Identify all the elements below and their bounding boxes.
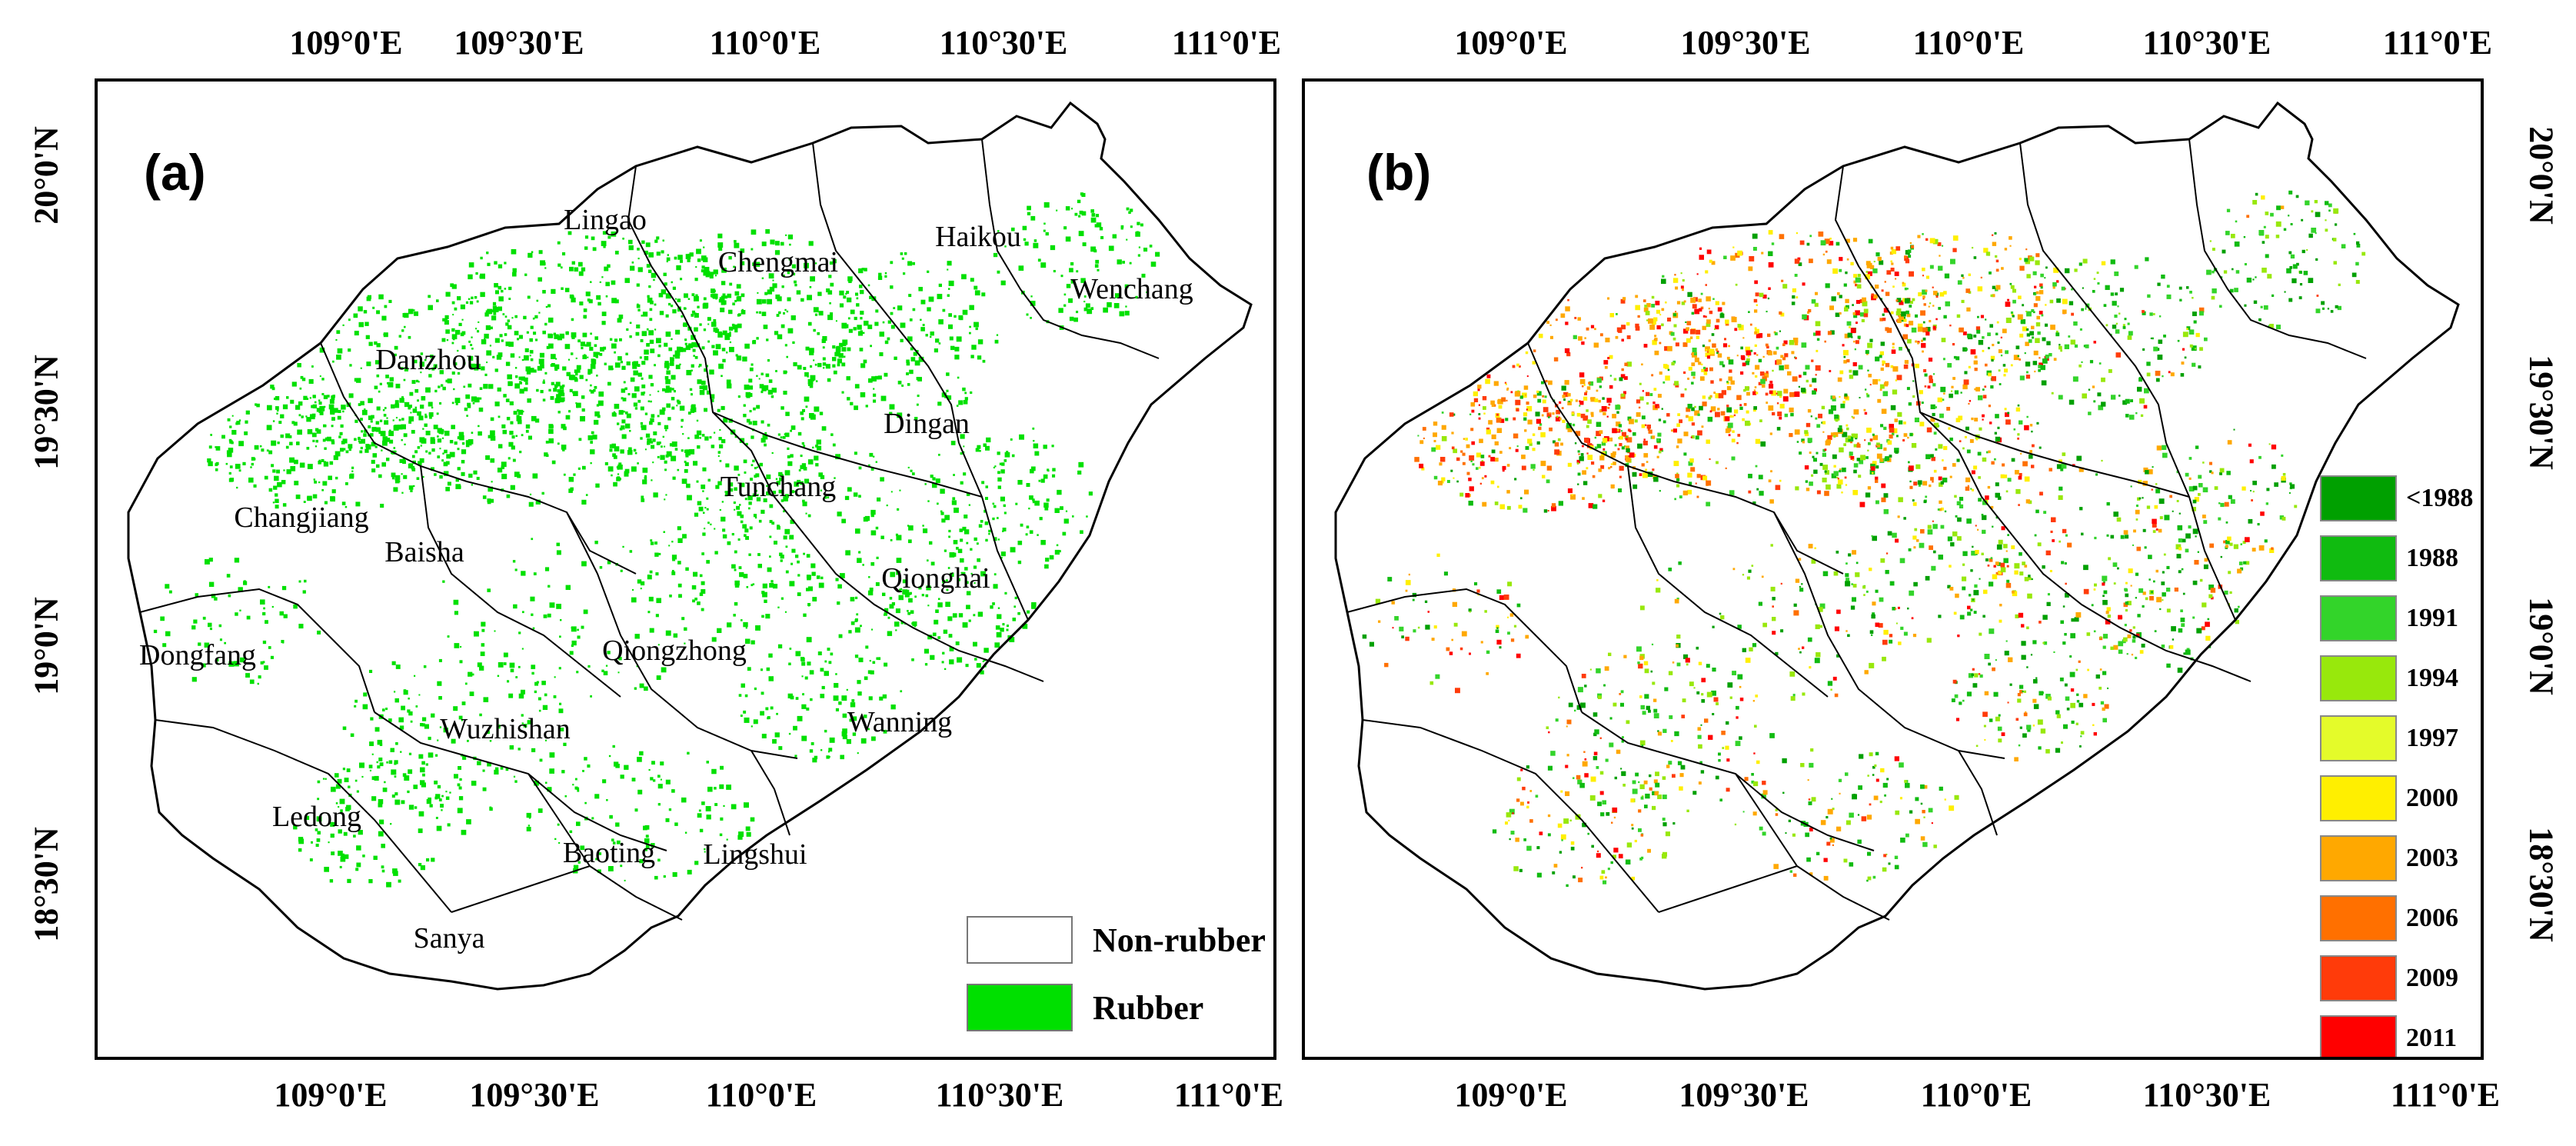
lon-tick-label: 109°0'E — [1454, 24, 1568, 62]
city-label: Qiongzhong — [602, 635, 747, 667]
city-label: Qionghai — [881, 562, 990, 595]
legend-label: 1988 — [2406, 544, 2458, 572]
legend-swatch — [2320, 715, 2397, 761]
county-boundaries — [1346, 138, 2367, 921]
legend-item: 1991 — [2320, 588, 2473, 648]
legend-b: <1988 1988 1991 1994 1997 2000 2003 2006 2009 201… — [2320, 468, 2473, 1057]
lon-tick-label: 110°0'E — [1912, 24, 2025, 62]
island-map-b — [1334, 101, 2460, 991]
city-label: Dongfang — [139, 639, 256, 671]
legend-item: 1988 — [2320, 528, 2473, 588]
legend-item: Non-rubber — [967, 906, 1266, 974]
city-label: Dingan — [884, 408, 970, 440]
city-label: Wenchang — [1070, 273, 1193, 305]
lon-tick-label: 111°0'E — [1173, 1076, 1284, 1114]
lon-tick-label: 110°30'E — [2142, 24, 2271, 62]
lon-tick-label: 110°30'E — [935, 1076, 1064, 1114]
legend-label: 2009 — [2406, 964, 2458, 992]
lat-tick-label: 19°30'N — [2522, 355, 2561, 470]
legend-swatch — [2320, 1015, 2397, 1057]
city-label: Danzhou — [375, 344, 481, 376]
legend-swatch — [2320, 895, 2397, 941]
lon-tick-label: 110°30'E — [2142, 1076, 2271, 1114]
legend-swatch — [2320, 955, 2397, 1001]
legend-swatch — [2320, 775, 2397, 821]
coastline — [127, 101, 1253, 991]
legend-item: 2009 — [2320, 948, 2473, 1008]
city-label: Lingshui — [703, 838, 807, 871]
legend-swatch — [2320, 475, 2397, 521]
coastline — [1334, 101, 2460, 991]
legend-label: 2006 — [2406, 904, 2458, 932]
city-label: Chengmai — [717, 246, 839, 278]
legend-item: 2000 — [2320, 768, 2473, 828]
legend-label: 2000 — [2406, 784, 2458, 812]
lat-tick-label: 20°0'N — [2522, 126, 2561, 225]
city-label: Baoting — [562, 837, 656, 869]
island-map-a — [127, 101, 1253, 991]
lat-tick-label: 18°30'N — [27, 827, 65, 942]
legend-a: Non-rubber Rubber — [967, 906, 1266, 1041]
legend-swatch-rubber — [967, 984, 1073, 1031]
lat-tick-label: 20°0'N — [27, 126, 65, 225]
legend-label: 1994 — [2406, 664, 2458, 692]
legend-label: 1991 — [2406, 604, 2458, 632]
city-label: Wuzhishan — [440, 713, 571, 745]
lon-tick-label: 110°0'E — [709, 24, 821, 62]
county-boundaries — [139, 138, 1160, 921]
lon-tick-label: 109°0'E — [1454, 1076, 1568, 1114]
city-label: Changjiang — [234, 501, 369, 534]
lon-tick-label: 111°0'E — [1171, 24, 1282, 62]
lon-tick-label: 109°30'E — [1679, 1076, 1809, 1114]
legend-swatch — [2320, 535, 2397, 581]
legend-item: <1988 — [2320, 468, 2473, 528]
city-label: Ledong — [271, 801, 362, 833]
legend-swatch — [2320, 835, 2397, 881]
city-label: Baisha — [384, 536, 464, 568]
legend-item: Rubber — [967, 974, 1266, 1041]
legend-item: 1997 — [2320, 708, 2473, 768]
lat-tick-label: 19°0'N — [27, 597, 65, 695]
legend-swatch-non-rubber — [967, 916, 1073, 964]
rubber-cover-layer — [153, 192, 1160, 888]
legend-item: 2003 — [2320, 828, 2473, 888]
lon-tick-label: 109°30'E — [469, 1076, 600, 1114]
planting-year-layer — [1362, 190, 2366, 888]
lon-tick-label: 110°0'E — [1920, 1076, 2032, 1114]
lon-tick-label: 109°0'E — [289, 24, 403, 62]
legend-item: 2011 — [2320, 1008, 2473, 1057]
lon-tick-label: 109°30'E — [454, 24, 584, 62]
legend-label: 2011 — [2406, 1024, 2458, 1052]
legend-label: 1997 — [2406, 724, 2458, 752]
legend-swatch — [2320, 595, 2397, 641]
legend-item: 2006 — [2320, 888, 2473, 948]
city-label: Wanning — [847, 706, 953, 738]
lat-tick-label: 18°30'N — [2522, 827, 2561, 942]
panel-label-a: (a) — [144, 144, 206, 201]
legend-swatch — [2320, 655, 2397, 701]
legend-label: Non-rubber — [1093, 921, 1266, 959]
lat-tick-label: 19°0'N — [2522, 597, 2561, 695]
lon-tick-label: 109°0'E — [274, 1076, 388, 1114]
lon-tick-label: 111°0'E — [2382, 24, 2493, 62]
lon-tick-label: 109°30'E — [1680, 24, 1811, 62]
city-label: Sanya — [413, 922, 485, 954]
lat-tick-label: 19°30'N — [27, 355, 65, 470]
lon-tick-label: 110°30'E — [939, 24, 1068, 62]
legend-item: 1994 — [2320, 648, 2473, 708]
legend-label: <1988 — [2406, 484, 2474, 512]
legend-label: 2003 — [2406, 844, 2458, 872]
map-panel-a: (a) Lingao Chengmai Haikou Wenchang Danz… — [95, 78, 1276, 1060]
city-label: Lingao — [564, 204, 647, 236]
legend-label: Rubber — [1093, 988, 1204, 1027]
lon-tick-label: 110°0'E — [705, 1076, 817, 1114]
lon-tick-label: 111°0'E — [2390, 1076, 2501, 1114]
city-label: Haikou — [935, 221, 1021, 253]
map-panel-b: (b) <1988 1988 1991 1994 1997 2000 2003 2006 200… — [1302, 78, 2484, 1060]
panel-label-b: (b) — [1366, 144, 1432, 201]
city-label: Tunchang — [720, 471, 837, 503]
